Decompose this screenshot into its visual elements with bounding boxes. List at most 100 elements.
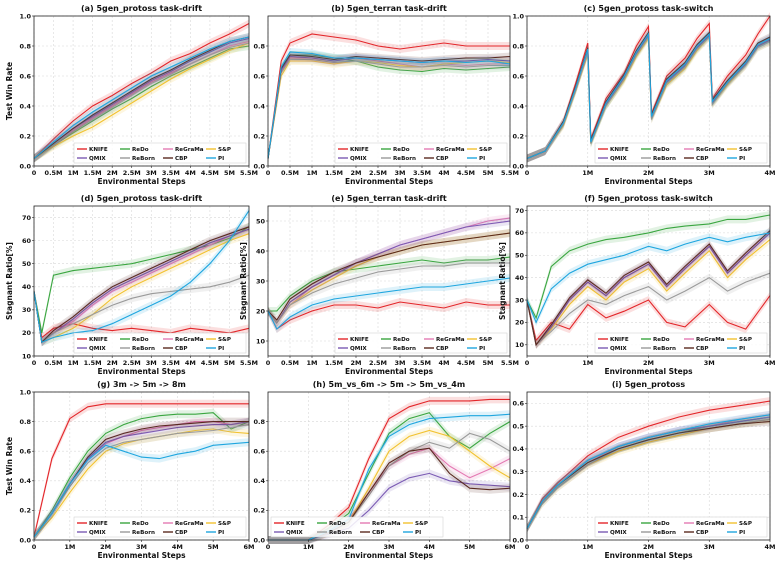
x-tick-label: 5M xyxy=(483,359,494,367)
series-line-PI xyxy=(267,51,511,159)
plot-frame xyxy=(33,205,250,357)
series-band-S&P xyxy=(268,229,510,327)
legend-label-ReDo: ReDo xyxy=(393,147,410,153)
x-tick-label: 0 xyxy=(32,359,37,367)
x-tick-label: 3M xyxy=(704,543,715,551)
y-tick-label: 0.0 xyxy=(253,536,265,544)
legend-label-CBP: CBP xyxy=(696,156,708,162)
legend-label-ReGraMa: ReGraMa xyxy=(436,147,465,153)
legend: KNIFE ReDo ReGraMa S&P QMIX ReBorn CBP PI xyxy=(270,516,444,538)
x-axis-label: Environmental Steps xyxy=(97,367,186,376)
chart-panel-d: 0 0.5M 1M 1.5M 2M 2.5M 3M 3.5M 4M 4.5M 5M 5.5M 10 20 3… xyxy=(5,194,258,376)
chart-panel-f: 0 1M 2M 3M 4M 10 20 30 40 50 60 70 (f) 5gen_protoss … xyxy=(498,194,776,376)
y-tick-label: 0.4 xyxy=(512,102,524,110)
legend-label-QMIX: QMIX xyxy=(89,530,106,536)
x-tick-label: 3M xyxy=(395,169,406,177)
x-tick-label: 4.5M xyxy=(457,359,475,367)
y-tick-label: 0.5 xyxy=(512,422,524,430)
x-tick-label: 5.5M xyxy=(501,359,519,367)
y-tick-label: 0.6 xyxy=(19,72,31,80)
y-tick-label: 0.2 xyxy=(19,132,31,140)
y-tick-label: 0.1 xyxy=(512,514,524,522)
series-band-S&P xyxy=(34,39,249,163)
legend-label-CBP: CBP xyxy=(436,156,448,162)
chart-panel-c: 0 1M 2M 3M 4M 0.0 0.2 0.4 0.6 0.8 1.0 (c) 5gen_prot… xyxy=(512,4,775,186)
legend: KNIFE ReDo ReGraMa S&P QMIX ReBorn CBP PI xyxy=(73,332,247,354)
y-tick-label: 60 xyxy=(515,229,525,237)
legend-label-ReGraMa: ReGraMa xyxy=(436,337,465,343)
x-tick-label: 0 xyxy=(32,169,37,177)
legend-label-S&P: S&P xyxy=(739,521,752,527)
x-tick-label: 5.5M xyxy=(240,359,258,367)
x-tick-label: 3.5M xyxy=(162,169,180,177)
legend-label-KNIFE: KNIFE xyxy=(610,147,629,153)
legend: KNIFE ReDo ReGraMa S&P QMIX ReBorn CBP PI xyxy=(594,516,768,538)
chart-panel-a: 0 0.5M 1M 1.5M 2M 2.5M 3M 3.5M 4M 4.5M 5M 5.5M 0.0 0.… xyxy=(5,4,258,186)
x-tick-label: 0 xyxy=(525,169,530,177)
legend-label-ReGraMa: ReGraMa xyxy=(696,337,725,343)
series-line-ReBorn xyxy=(33,42,250,159)
legend-label-S&P: S&P xyxy=(739,147,752,153)
series-band-ReBorn xyxy=(34,39,249,163)
chart-title: (b) 5gen_terran task-drift xyxy=(331,4,447,13)
x-tick-label: 5.5M xyxy=(240,169,258,177)
legend-label-PI: PI xyxy=(479,346,485,352)
series-line-PI xyxy=(33,36,250,159)
series-line-PI xyxy=(526,414,771,529)
series-band-KNIFE xyxy=(527,397,770,533)
y-tick-label: 0.4 xyxy=(19,102,31,110)
x-tick-label: 3M xyxy=(146,169,157,177)
series-band-CBP xyxy=(34,222,249,347)
series-band-PI xyxy=(527,410,770,533)
y-axis-label: Stagnant Ratio[%] xyxy=(498,242,507,320)
legend: KNIFE ReDo ReGraMa S&P QMIX ReBorn CBP PI xyxy=(334,332,508,354)
series-line-ReGraMa xyxy=(267,57,510,159)
y-tick-label: 0.2 xyxy=(253,132,265,140)
legend-label-ReGraMa: ReGraMa xyxy=(696,147,725,153)
legend-label-ReGraMa: ReGraMa xyxy=(175,147,204,153)
chart-title: (e) 5gen_terran task-drift xyxy=(331,194,446,203)
y-tick-label: 0.8 xyxy=(253,42,265,50)
series-band-QMIX xyxy=(268,217,510,327)
legend-label-PI: PI xyxy=(739,156,745,162)
legend-box xyxy=(334,332,508,354)
x-tick-label: 2M xyxy=(107,359,118,367)
legend-label-ReGraMa: ReGraMa xyxy=(372,521,401,527)
legend-label-S&P: S&P xyxy=(218,147,231,153)
x-tick-label: 2M xyxy=(643,359,654,367)
series-line-KNIFE xyxy=(33,23,250,159)
y-tick-label: 0.4 xyxy=(253,102,265,110)
chart-panel-g: 0 1M 2M 3M 4M 5M 6M 0.0 0.2 0.4 0.6 0.8 1.0 (g) 3m ->… xyxy=(5,380,255,560)
x-tick-label: 2M xyxy=(643,543,654,551)
series-line-PI xyxy=(267,277,511,330)
chart-title: (f) 5gen_protoss task-switch xyxy=(584,194,713,203)
chart-panel-h: 0 1M 2M 3M 4M 5M 6M 0.0 0.2 0.4 0.6 0.8 (h) 5m_vs_6m… xyxy=(253,380,515,560)
series-line-KNIFE xyxy=(526,400,771,529)
y-tick-label: 0.0 xyxy=(253,162,265,170)
x-tick-label: 1M xyxy=(64,543,75,551)
legend-label-ReBorn: ReBorn xyxy=(653,156,676,162)
series-band-ReDo xyxy=(34,222,249,337)
legend-label-KNIFE: KNIFE xyxy=(350,337,369,343)
legend-label-QMIX: QMIX xyxy=(610,346,627,352)
y-tick-label: 70 xyxy=(22,214,32,222)
y-tick-label: 1.0 xyxy=(512,12,524,20)
y-tick-label: 0.6 xyxy=(253,72,265,80)
series-band-ReGraMa xyxy=(268,54,510,163)
series-band-CBP xyxy=(527,417,770,533)
x-tick-label: 4M xyxy=(765,359,776,367)
legend-label-CBP: CBP xyxy=(175,156,187,162)
chart-panel-i: 0 1M 2M 3M 4M 0.0 0.1 0.2 0.3 0.4 0.5 0.6 (i) 5gen_p… xyxy=(512,380,775,560)
x-tick-label: 2M xyxy=(643,169,654,177)
series-band-PI xyxy=(268,48,510,163)
series-line-CBP xyxy=(33,226,250,344)
chart-title: (i) 5gen_protoss xyxy=(612,380,686,389)
legend: KNIFE ReDo ReGraMa S&P QMIX ReBorn CBP PI xyxy=(594,332,768,354)
y-tick-label: 50 xyxy=(515,252,525,260)
chart-title: (a) 5gen_protoss task-drift xyxy=(81,4,202,13)
x-tick-label: 2.5M xyxy=(369,359,387,367)
legend-label-ReGraMa: ReGraMa xyxy=(175,337,204,343)
x-tick-label: 4M xyxy=(765,169,776,177)
x-tick-label: 1M xyxy=(582,359,593,367)
x-tick-label: 0.5M xyxy=(281,359,299,367)
